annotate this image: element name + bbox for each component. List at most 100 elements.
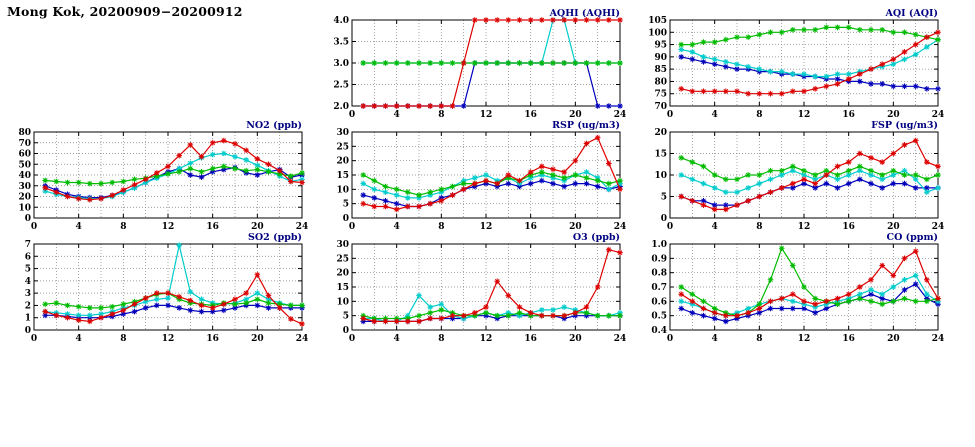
chart-co: 0.4 0.5 0.6 0.7 0.8 0.9 1.0 0 4 8 12 16 20 24 CO (ppm) [640,232,958,344]
svg-text:75: 75 [654,90,667,100]
svg-text:4: 4 [76,334,82,344]
svg-text:SO2 (ppb): SO2 (ppb) [248,232,302,243]
svg-text:0.6: 0.6 [651,297,667,307]
svg-text:1: 1 [25,314,31,324]
svg-text:24: 24 [932,222,945,232]
svg-text:12: 12 [162,222,175,232]
svg-text:20: 20 [336,269,349,279]
svg-text:4.0: 4.0 [333,16,349,26]
svg-text:4: 4 [394,334,400,344]
svg-text:3.0: 3.0 [333,59,349,69]
svg-text:8: 8 [756,334,762,344]
svg-text:20: 20 [654,128,667,138]
svg-text:RSP (ug/m3): RSP (ug/m3) [552,120,620,131]
svg-text:30: 30 [336,128,349,138]
svg-text:FSP (ug/m3): FSP (ug/m3) [871,120,938,131]
svg-text:50: 50 [18,160,31,170]
svg-text:8: 8 [438,110,444,120]
svg-text:0: 0 [667,110,673,120]
svg-text:10: 10 [336,297,349,307]
svg-text:20: 20 [887,110,900,120]
svg-text:0: 0 [31,334,37,344]
svg-text:CO (ppm): CO (ppm) [887,232,938,243]
svg-text:3.5: 3.5 [333,38,349,48]
svg-text:60: 60 [18,150,31,160]
svg-text:8: 8 [120,222,126,232]
svg-text:O3 (ppb): O3 (ppb) [573,232,620,243]
svg-text:5: 5 [25,265,31,275]
svg-text:20: 20 [569,334,582,344]
svg-text:4: 4 [712,222,718,232]
svg-text:4: 4 [76,222,82,232]
charts-grid: 2.0 2.5 3.0 3.5 4.0 0 4 8 12 16 20 24 AQHI (AQHI) 70… [4,8,958,344]
svg-text:8: 8 [438,222,444,232]
svg-text:15: 15 [336,283,349,293]
svg-text:0.8: 0.8 [651,269,667,279]
chart-rsp: 0 5 10 15 20 25 30 0 4 8 12 16 20 24 RSP (ug/m3) [322,120,640,232]
svg-text:6: 6 [25,252,31,262]
svg-text:1.0: 1.0 [651,240,667,250]
svg-text:16: 16 [206,334,219,344]
svg-text:24: 24 [614,334,627,344]
svg-text:0.9: 0.9 [651,254,667,264]
svg-text:20: 20 [887,334,900,344]
svg-text:NO2 (ppb): NO2 (ppb) [246,120,302,131]
svg-text:4: 4 [394,110,400,120]
svg-text:12: 12 [480,222,493,232]
svg-text:8: 8 [756,222,762,232]
chart-o3: 0 5 10 15 20 25 30 0 4 8 12 16 20 24 O3 (ppb) [322,232,640,344]
svg-text:4: 4 [394,222,400,232]
svg-text:12: 12 [798,110,811,120]
svg-text:0: 0 [31,222,37,232]
svg-text:100: 100 [648,28,667,38]
svg-text:20: 20 [336,157,349,167]
svg-text:2.0: 2.0 [333,102,349,112]
svg-text:0: 0 [25,214,31,224]
svg-text:16: 16 [524,222,537,232]
svg-text:40: 40 [18,171,31,181]
svg-text:AQHI (AQHI): AQHI (AQHI) [549,8,620,19]
svg-text:0.4: 0.4 [651,326,667,336]
page-title: Mong Kok, 20200909−20200912 [7,4,243,19]
chart-so2: 0 1 2 3 4 5 6 7 0 4 8 12 16 20 24 SO2 (ppb) [4,232,322,344]
svg-text:5: 5 [661,193,667,203]
svg-text:95: 95 [654,41,667,51]
svg-text:0: 0 [349,110,355,120]
svg-text:10: 10 [18,203,31,213]
svg-text:24: 24 [614,222,627,232]
svg-text:90: 90 [654,53,667,63]
svg-text:8: 8 [438,334,444,344]
svg-text:70: 70 [654,102,667,112]
svg-text:0: 0 [343,214,349,224]
chart-no2: 0 10 20 30 40 50 60 70 80 0 4 8 12 16 20 24 NO2 (ppb) [4,120,322,232]
svg-text:16: 16 [842,110,855,120]
svg-text:0: 0 [667,222,673,232]
svg-text:20: 20 [887,222,900,232]
svg-text:4: 4 [712,110,718,120]
svg-text:20: 20 [18,193,31,203]
svg-text:16: 16 [206,222,219,232]
svg-text:25: 25 [336,254,349,264]
svg-text:7: 7 [25,240,31,250]
svg-text:30: 30 [18,182,31,192]
svg-text:4: 4 [25,277,31,287]
svg-text:15: 15 [336,171,349,181]
svg-text:0: 0 [343,326,349,336]
svg-text:12: 12 [480,110,493,120]
svg-text:80: 80 [654,77,667,87]
svg-text:20: 20 [569,222,582,232]
svg-text:24: 24 [296,334,309,344]
svg-text:0.5: 0.5 [651,312,667,322]
svg-text:12: 12 [480,334,493,344]
svg-text:24: 24 [932,110,945,120]
svg-text:0: 0 [661,214,667,224]
svg-text:16: 16 [524,110,537,120]
svg-text:8: 8 [120,334,126,344]
svg-text:16: 16 [842,222,855,232]
svg-text:70: 70 [18,139,31,149]
svg-text:2: 2 [25,301,31,311]
svg-text:24: 24 [614,110,627,120]
chart-fsp: 0 5 10 15 20 0 4 8 12 16 20 24 FSP (ug/m3) [640,120,958,232]
empty-cell [4,8,322,120]
chart-aqhi: 2.0 2.5 3.0 3.5 4.0 0 4 8 12 16 20 24 AQHI (AQHI) [322,8,640,120]
